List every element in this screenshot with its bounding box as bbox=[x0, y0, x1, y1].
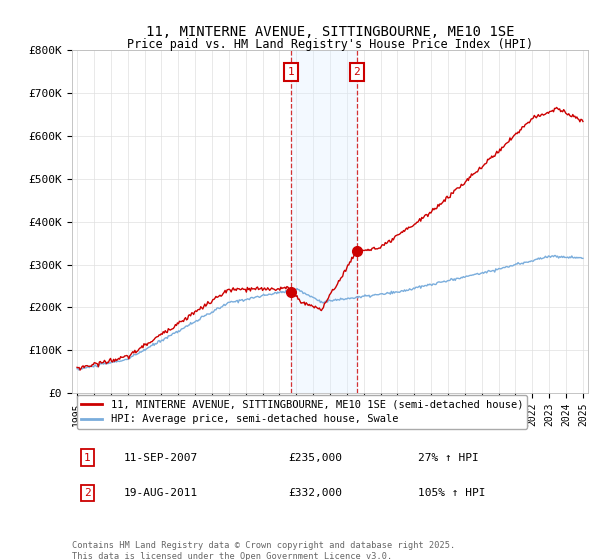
Text: 27% ↑ HPI: 27% ↑ HPI bbox=[418, 452, 478, 463]
Legend: 11, MINTERNE AVENUE, SITTINGBOURNE, ME10 1SE (semi-detached house), HPI: Average: 11, MINTERNE AVENUE, SITTINGBOURNE, ME10… bbox=[77, 395, 527, 428]
Text: 2: 2 bbox=[84, 488, 91, 498]
Bar bbox=[291, 50, 357, 393]
Text: Price paid vs. HM Land Registry's House Price Index (HPI): Price paid vs. HM Land Registry's House … bbox=[127, 38, 533, 50]
Text: 11-SEP-2007: 11-SEP-2007 bbox=[124, 452, 198, 463]
Text: 1: 1 bbox=[84, 452, 91, 463]
Text: 2: 2 bbox=[353, 67, 361, 77]
Text: Contains HM Land Registry data © Crown copyright and database right 2025.
This d: Contains HM Land Registry data © Crown c… bbox=[72, 542, 455, 560]
Text: 11, MINTERNE AVENUE, SITTINGBOURNE, ME10 1SE: 11, MINTERNE AVENUE, SITTINGBOURNE, ME10… bbox=[146, 25, 514, 39]
Text: 19-AUG-2011: 19-AUG-2011 bbox=[124, 488, 198, 498]
Text: £332,000: £332,000 bbox=[289, 488, 343, 498]
Text: £235,000: £235,000 bbox=[289, 452, 343, 463]
Text: 105% ↑ HPI: 105% ↑ HPI bbox=[418, 488, 485, 498]
Text: 1: 1 bbox=[288, 67, 295, 77]
